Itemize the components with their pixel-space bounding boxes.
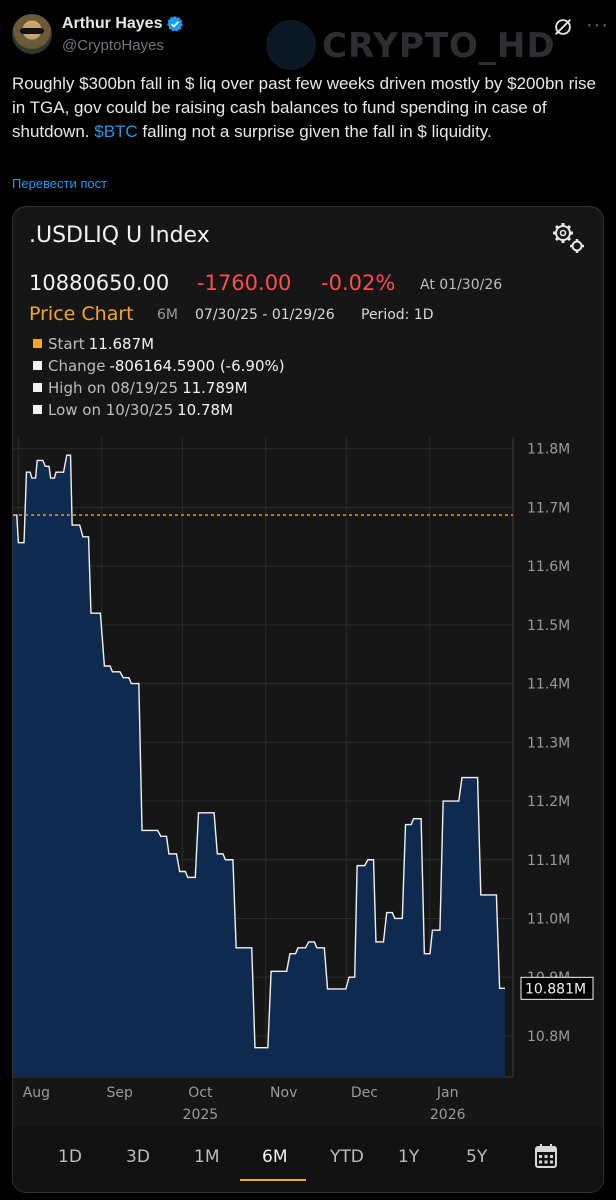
as-of-date: At 01/30/26 [420, 277, 503, 293]
start-marker-icon [33, 339, 42, 348]
settings-gears-icon[interactable] [550, 221, 586, 255]
y-tick-label: 11.5M [527, 618, 570, 634]
stat-value: 10.78M [177, 401, 234, 419]
watermark-text: CRYPTO_HD [322, 26, 556, 66]
watermark: CRYPTO_HD [266, 20, 555, 72]
btc-cashtag-link[interactable]: $BTC [94, 122, 138, 141]
last-price: 10880650.00 [29, 271, 170, 295]
x-year-label: 2025 [183, 1107, 219, 1123]
author-name[interactable]: Arthur Hayes [62, 15, 163, 32]
net-change: -1760.00 [197, 271, 292, 295]
x-tick-label: Oct [188, 1085, 213, 1101]
active-timeframe-underline [240, 1179, 306, 1181]
timeframe-1m[interactable]: 1M [194, 1147, 220, 1167]
timeframe-bar: 1D 3D 1M 6M YTD 1Y 5Y [13, 1127, 603, 1192]
tweet-text-part-2: falling not a surprise given the fall in… [137, 122, 492, 141]
stat-value: 11.789M [182, 379, 248, 397]
y-tick-label: 11.2M [527, 794, 570, 810]
stat-change: Change -806164.5900 (-6.90%) [33, 357, 285, 375]
price-line [13, 454, 505, 1049]
author-avatar[interactable] [12, 14, 52, 54]
y-tick-label: 11.3M [527, 735, 570, 751]
author-handle[interactable]: @CryptoHayes [62, 37, 164, 54]
timeframe-1d[interactable]: 1D [58, 1147, 82, 1167]
price-chart-title: Price Chart [29, 303, 134, 325]
x-tick-label: Aug [23, 1085, 50, 1101]
timeframe-1y[interactable]: 1Y [398, 1147, 420, 1167]
timeframe-5y[interactable]: 5Y [466, 1147, 488, 1167]
y-tick-label: 11.6M [527, 559, 570, 575]
low-marker-icon [33, 405, 42, 414]
x-year-label: 2026 [430, 1107, 466, 1123]
y-tick-label: 10.8M [527, 1029, 570, 1045]
high-marker-icon [33, 383, 42, 392]
stat-value: -806164.5900 (-6.90%) [109, 357, 285, 375]
last-value-label: 10.881M [525, 981, 586, 997]
stat-label: High on 08/19/25 [48, 379, 179, 397]
stat-value: 11.687M [88, 335, 155, 353]
stat-high: High on 08/19/25 11.789M [33, 379, 248, 397]
timeframe-3d[interactable]: 3D [126, 1147, 150, 1167]
stat-label: Change [48, 357, 106, 375]
y-tick-label: 11.1M [527, 853, 570, 869]
tweet-media-chart[interactable]: .USDLIQ U Index 10880650.00 -1760.00 -0.… [12, 206, 604, 1193]
y-tick-label: 11.4M [527, 677, 570, 693]
chart-period: Period: 1D [361, 307, 434, 323]
stat-low: Low on 10/30/25 10.78M [33, 401, 233, 419]
timeframe-ytd[interactable]: YTD [330, 1147, 364, 1167]
price-area [13, 455, 505, 1077]
stat-start: Start 11.687M [33, 335, 154, 353]
tweet-text-part-1: Roughly $300bn fall in $ liq over past f… [12, 74, 596, 141]
last-value-box [520, 976, 594, 1000]
x-tick-label: Jan [436, 1085, 459, 1101]
translate-post-link[interactable]: Перевести пост [12, 176, 108, 191]
y-tick-label: 11.0M [527, 911, 570, 927]
stat-label: Start [48, 335, 85, 353]
index-title: .USDLIQ U Index [29, 223, 210, 248]
avatar-glasses [20, 28, 44, 34]
y-tick-label: 11.7M [527, 500, 570, 516]
stat-label: Low on 10/30/25 [48, 401, 174, 419]
change-marker-icon [33, 361, 42, 370]
y-tick-label: 11.8M [527, 442, 570, 458]
telegram-logo-icon [266, 20, 316, 70]
chart-range: 6M [157, 307, 178, 323]
x-tick-label: Nov [270, 1085, 297, 1101]
calendar-icon[interactable] [535, 1144, 557, 1168]
grok-icon[interactable] [552, 16, 574, 38]
tweet-text: Roughly $300bn fall in $ liq over past f… [12, 72, 607, 144]
percent-change: -0.02% [321, 271, 396, 295]
chart-date-range: 07/30/25 - 01/29/26 [195, 307, 335, 323]
x-tick-label: Dec [351, 1085, 378, 1101]
verified-badge-icon [167, 16, 183, 32]
x-tick-label: Sep [107, 1085, 134, 1101]
timeframe-6m[interactable]: 6M [262, 1147, 288, 1167]
price-chart[interactable]: 11.8M 11.7M 11.6M 11.5M 11.4M 11.3M 11.2M 11.1M… [13, 427, 603, 1127]
more-icon[interactable]: ··· [586, 14, 609, 36]
